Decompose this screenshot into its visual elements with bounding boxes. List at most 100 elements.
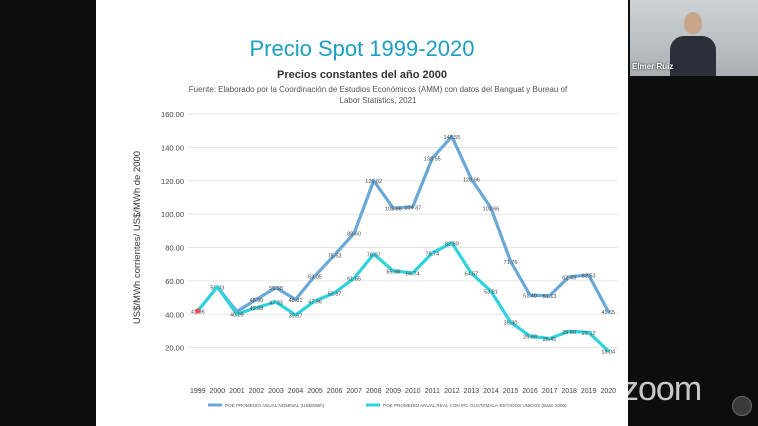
first-point-marker [195,308,201,314]
data-point [294,313,297,317]
chart-source: Fuente: Elaborado por la Coordinación de… [168,84,588,106]
y-tick-label: 40.00 [165,310,184,319]
x-tick-label: 2020 [600,388,616,395]
participant-video-feed [670,12,716,76]
data-label: 76.74 [425,251,439,257]
meeting-status-icon[interactable] [732,396,752,416]
x-tick-label: 2007 [346,388,362,395]
data-point [470,272,473,275]
x-tick-label: 2017 [542,388,558,395]
data-label: 53.81 [484,290,498,296]
data-label: 64.57 [465,272,479,278]
data-point [528,334,532,338]
data-point [313,299,317,303]
data-label: 29.80 [562,330,576,336]
x-tick-label: 2006 [327,388,343,395]
data-point [372,252,375,256]
legend-label: POE PROMEDIO ANUAL REAL CON IPC GUATEMAL… [383,403,567,408]
data-point [392,269,395,273]
participant-head [684,12,702,34]
data-label: 40.09 [230,313,244,319]
data-point [352,231,356,235]
data-point [274,300,278,304]
data-point [587,273,590,277]
data-label: 51.40 [523,294,537,300]
data-label: 104.37 [404,205,421,211]
data-point [235,312,239,316]
data-point [587,331,590,334]
data-point [607,310,610,313]
data-label: 120.02 [365,179,382,185]
x-tick-label: 2015 [503,388,519,395]
data-label: 88.60 [347,232,361,238]
data-label: 29.12 [582,331,596,337]
data-label: 62.43 [562,275,576,281]
participant-video-tile[interactable]: Elmer Ruiz [630,0,758,76]
x-tick-label: 2002 [249,388,265,395]
data-label: 63.05 [308,274,322,280]
data-point [372,179,375,182]
chart-source-line-2: Labor Statistics, 2021 [339,96,417,105]
data-point [509,260,512,263]
x-tick-label: 2008 [366,388,382,395]
x-tick-label: 2005 [307,388,323,395]
legend-label: POE PROMEDIO ANUAL NOMINAL (US$/MWh) [225,403,325,408]
participant-body [670,36,716,76]
data-point [567,275,571,279]
data-label: 61.65 [347,277,361,283]
x-tick-label: 2013 [464,388,480,395]
data-point [489,206,493,210]
data-label: 48.81 [289,298,303,304]
data-label: 71.76 [504,260,518,266]
x-tick-label: 2000 [210,388,226,395]
data-label: 120.96 [463,178,480,184]
slide-title: Precio Spot 1999-2020 [249,36,475,61]
data-label: 103.66 [483,207,500,213]
data-label: 25.41 [543,337,557,343]
data-label: 41.65 [601,310,615,316]
data-label: 35.30 [504,321,518,327]
data-point [509,320,512,324]
x-tick-label: 2018 [561,388,577,395]
data-label: 76.07 [367,253,381,259]
data-label: 48.90 [250,298,264,304]
data-point [255,306,258,309]
data-label: 51.13 [543,294,557,300]
zoom-logo: zoom [622,370,702,408]
data-point [255,298,258,301]
chart-title: Precios constantes del año 2000 [277,69,447,81]
data-point [567,330,571,333]
data-label: 43.98 [250,306,264,312]
data-label: 55.98 [269,286,283,292]
data-label: 103.56 [385,207,402,213]
y-tick-label: 100.00 [161,210,184,219]
x-tick-label: 2014 [483,388,499,395]
data-point [294,298,297,301]
data-point [431,251,434,255]
participant-name: Elmer Ruiz [632,62,674,71]
chart-source-line-1: Fuente: Elaborado por la Coordinación de… [188,85,568,94]
data-point [411,271,414,275]
x-tick-label: 2016 [522,388,538,395]
x-tick-label: 2012 [444,388,460,395]
data-label: 146.55 [443,135,460,141]
data-label: 82.80 [445,241,459,247]
data-point [548,337,551,340]
data-point [528,294,532,297]
data-point [607,349,610,353]
data-point [489,290,493,293]
y-tick-label: 60.00 [165,277,184,286]
x-tick-label: 2011 [425,388,440,395]
data-label: 47.96 [308,299,322,305]
x-tick-label: 2003 [268,388,284,395]
data-label: 52.87 [328,291,342,297]
data-point [431,156,434,160]
data-label: 65.98 [386,269,400,275]
y-tick-label: 120.00 [161,177,184,186]
data-point [352,276,356,280]
data-point [333,253,336,257]
data-point [548,294,551,297]
data-point [450,135,454,138]
x-tick-label: 2010 [405,388,421,395]
x-tick-label: 1999 [190,388,206,395]
